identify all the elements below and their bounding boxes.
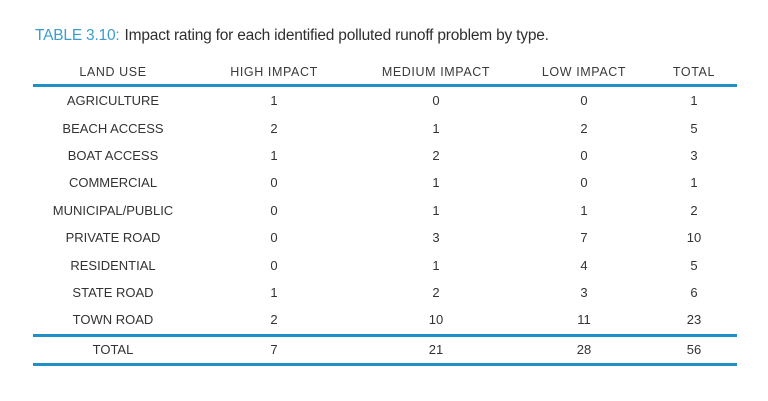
table-header-row: LAND USE HIGH IMPACT MEDIUM IMPACT LOW IMPA… [33,60,737,87]
total-row-label: TOTAL [33,335,193,366]
value-cell: 0 [432,93,440,109]
table-row-commercial: COMMERCIAL 0 1 0 1 [33,169,737,196]
total-value-cell: 56 [651,335,737,366]
table-row-private-road: PRIVATE ROAD 0 3 7 10 [33,224,737,251]
value-cell: 0 [270,230,278,246]
value-cell: 6 [690,284,698,300]
row-label: STATE ROAD [72,284,154,300]
row-label: PRIVATE ROAD [65,230,161,246]
value-cell: 0 [580,147,588,163]
value-cell: 2 [270,120,278,136]
value-cell: 2 [580,120,588,136]
table-caption: TABLE 3.10: Impact rating for each identi… [35,27,549,45]
row-label: AGRICULTURE [66,93,160,109]
row-label: BOAT ACCESS [67,147,159,163]
value-cell: 11 [517,306,651,337]
value-cell: 1 [432,175,440,191]
value-cell: 10 [686,230,702,246]
total-row: TOTAL 7 21 28 56 [33,335,737,366]
row-label: TOWN ROAD [33,306,193,337]
value-cell: 23 [651,306,737,337]
value-cell: 1 [432,257,440,273]
value-cell: 4 [580,257,588,273]
row-label: RESIDENTIAL [70,257,156,273]
value-cell: 3 [432,230,440,246]
value-cell: 3 [580,284,588,300]
value-cell: 1 [270,284,278,300]
impact-rating-table: LAND USE HIGH IMPACT MEDIUM IMPACT LOW IMPA… [33,60,737,366]
value-cell: 10 [355,306,517,337]
value-cell: 1 [690,175,698,191]
value-cell: 1 [690,93,698,109]
value-cell: 0 [580,93,588,109]
value-cell: 0 [270,175,278,191]
table-body: AGRICULTURE 1 0 0 1 BEACH ACCESS 2 1 2 5 BOAT ACCE… [33,86,737,337]
table-row-state-road: STATE ROAD 1 2 3 6 [33,279,737,306]
value-cell: 1 [270,147,278,163]
row-label: COMMERCIAL [68,175,158,191]
column-header-total: TOTAL [651,60,737,87]
value-cell: 3 [690,147,698,163]
column-header-land-use: LAND USE [33,60,193,87]
table-row-town-road: TOWN ROAD 2 10 11 23 [33,306,737,337]
table-caption-text: Impact rating for each identified pollut… [124,27,549,44]
value-cell: 5 [690,257,698,273]
total-value-cell: 28 [517,335,651,366]
value-cell: 1 [580,202,588,218]
value-cell: 2 [690,202,698,218]
column-header-medium-impact: MEDIUM IMPACT [355,60,517,87]
value-cell: 0 [270,257,278,273]
table-row-beach-access: BEACH ACCESS 2 1 2 5 [33,114,737,141]
table-row-agriculture: AGRICULTURE 1 0 0 1 [33,86,737,115]
column-header-high-impact: HIGH IMPACT [193,60,355,87]
row-label: BEACH ACCESS [62,120,164,136]
total-value-cell: 21 [355,335,517,366]
value-cell: 5 [690,120,698,136]
table-row-boat-access: BOAT ACCESS 1 2 0 3 [33,142,737,169]
table-number-label: TABLE 3.10: [35,27,120,44]
value-cell: 2 [193,306,355,337]
value-cell: 0 [580,175,588,191]
value-cell: 2 [432,147,440,163]
value-cell: 7 [580,230,588,246]
table-row-residential: RESIDENTIAL 0 1 4 5 [33,251,737,278]
table-footer: TOTAL 7 21 28 56 [33,335,737,366]
value-cell: 1 [270,93,278,109]
table-header: LAND USE HIGH IMPACT MEDIUM IMPACT LOW IMPA… [33,60,737,87]
row-label: MUNICIPAL/PUBLIC [52,202,174,218]
value-cell: 1 [432,202,440,218]
value-cell: 1 [432,120,440,136]
value-cell: 2 [432,284,440,300]
value-cell: 0 [270,202,278,218]
total-value-cell: 7 [193,335,355,366]
column-header-low-impact: LOW IMPACT [517,60,651,87]
table-row-municipal-public: MUNICIPAL/PUBLIC 0 1 1 2 [33,197,737,224]
